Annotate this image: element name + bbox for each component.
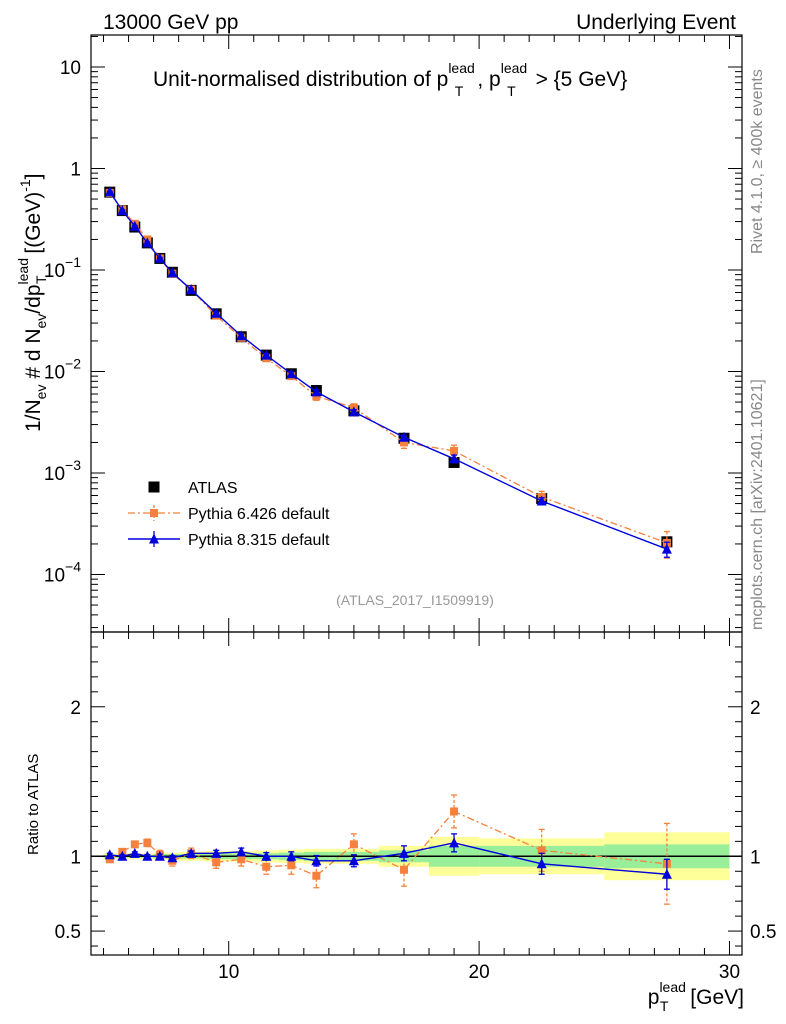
pythia8-point (154, 252, 165, 263)
pythia8-point (167, 267, 178, 278)
ratio-pythia8-point (286, 850, 297, 861)
ratio-pythia8-point (398, 847, 409, 858)
pythia8-point (261, 349, 272, 360)
ratio-pythia6-point (237, 855, 246, 864)
x-tick-label: 20 (469, 962, 490, 983)
y-tick-label: 10 (60, 58, 81, 79)
title-mid: , p (477, 68, 500, 91)
ratio-y-tick-label-left: 0.5 (55, 922, 81, 943)
pythia8-point (398, 431, 409, 442)
ratio-pythia8-point (348, 855, 359, 866)
y-tick-label: 10−3 (44, 457, 81, 485)
ratio-pythia8-point (449, 837, 460, 848)
pythia8-point (211, 307, 222, 318)
ratio-pythia6-point (450, 807, 459, 816)
title-sub: T (455, 83, 464, 99)
ratio-pythia8-point (117, 850, 128, 861)
x-tick-label: 10 (218, 962, 239, 983)
xlabel-sup: lead (659, 979, 685, 995)
pythia6-point (399, 438, 408, 447)
legend-label: ATLAS (188, 480, 238, 497)
ratio-pythia8-point (261, 850, 272, 861)
title-sub-2: T (507, 83, 516, 99)
xlabel-main: p (648, 986, 660, 1009)
pythia8-point (186, 284, 197, 295)
xlabel-unit: [GeV] (684, 986, 744, 1009)
header-left: 13000 GeV pp (103, 11, 238, 34)
y-axis-label: 1/Nev # d Nev/dplead T [(GeV)-1] (15, 173, 49, 432)
legend: ATLAS Pythia 6.426 default Pythia 8.315 de… (128, 480, 330, 549)
pythia8-point (536, 495, 547, 506)
ratio-y-tick-label-left: 2 (70, 698, 81, 719)
pythia8-point (104, 186, 115, 197)
ratio-pythia8-point (154, 850, 165, 861)
ratio-pythia6-point (262, 862, 271, 871)
rivet-version-label: Rivet 4.1.0, ≥ 400k events (749, 69, 766, 254)
legend-label: Pythia 6.426 default (188, 506, 330, 523)
y-tick-label: 10−1 (44, 254, 81, 282)
ratio-y-tick-label-right: 2 (750, 698, 761, 719)
ratio-pythia8-point (104, 849, 115, 860)
title-end: > {5 GeV} (530, 68, 628, 91)
y-tick-label: 10−2 (44, 356, 81, 384)
pythia6-point (450, 446, 459, 455)
axes-ticks: 10 20 30 10 1 10−1 10−2 10−3 10−4 0.5 0.5 1 1 2 2 (44, 35, 776, 983)
legend-marker-atlas (148, 481, 160, 493)
title-main: Unit-normalised distribution of p (153, 68, 448, 91)
pythia8-point (311, 386, 322, 397)
pythia8-point (348, 406, 359, 417)
pythia8-point (117, 205, 128, 216)
ratio-pythia8-point (186, 847, 197, 858)
data-series (104, 186, 673, 905)
ratio-pythia6-point (349, 840, 358, 849)
header-right: Underlying Event (576, 11, 736, 34)
title-sup: lead (448, 60, 474, 76)
ratio-y-axis-label: Ratio to ATLAS (25, 754, 42, 855)
ratio-pythia6-point (399, 865, 408, 874)
y-tick-label: 10−4 (44, 559, 81, 587)
ratio-pythia6-point (212, 858, 221, 867)
pythia8-point (449, 453, 460, 464)
ratio-pythia6-point (287, 861, 296, 870)
ratio-pythia8-point (236, 846, 247, 857)
ratio-pythia6-point (312, 871, 321, 880)
chart-title: Unit-normalised distribution of plead T, … (153, 60, 627, 99)
ratio-pythia6-point (130, 840, 139, 849)
ratio-y-tick-label-right: 0.5 (750, 922, 776, 943)
plot-frames (90, 34, 743, 956)
pythia8-point (236, 330, 247, 341)
mcplots-credit-label: mcplots.cern.ch [arXiv:2401.10621] (749, 379, 766, 630)
pythia8-point (142, 237, 153, 248)
ratio-pythia6-point (143, 838, 152, 847)
y-tick-label: 1 (70, 160, 81, 181)
ratio-pythia8-point (211, 847, 222, 858)
legend-marker-pythia6 (150, 509, 158, 517)
pythia8-point (286, 368, 297, 379)
analysis-tag: (ATLAS_2017_I1509919) (336, 592, 494, 608)
ratio-pythia8-point (661, 868, 672, 879)
xlabel-sub: T (660, 998, 669, 1014)
ratio-pythia8-point (536, 858, 547, 869)
ratio-pythia6-point (537, 846, 546, 855)
pythia8-point (661, 543, 672, 554)
x-tick-label: 30 (719, 962, 740, 983)
ratio-pythia8-point (311, 855, 322, 866)
ratio-y-tick-label-left: 1 (70, 847, 81, 868)
x-axis-label: plead T [GeV] (648, 979, 744, 1014)
title-sup-2: lead (501, 60, 527, 76)
ratio-pythia8-point (167, 852, 178, 863)
ratio-y-tick-label-right: 1 (750, 847, 761, 868)
ratio-plot-frame (90, 631, 743, 956)
ratio-pythia8-point (129, 847, 140, 858)
legend-marker-pythia8 (149, 533, 159, 544)
legend-label: Pythia 8.315 default (188, 532, 330, 549)
ratio-pythia8-point (142, 850, 153, 861)
pythia8-point (129, 220, 140, 231)
